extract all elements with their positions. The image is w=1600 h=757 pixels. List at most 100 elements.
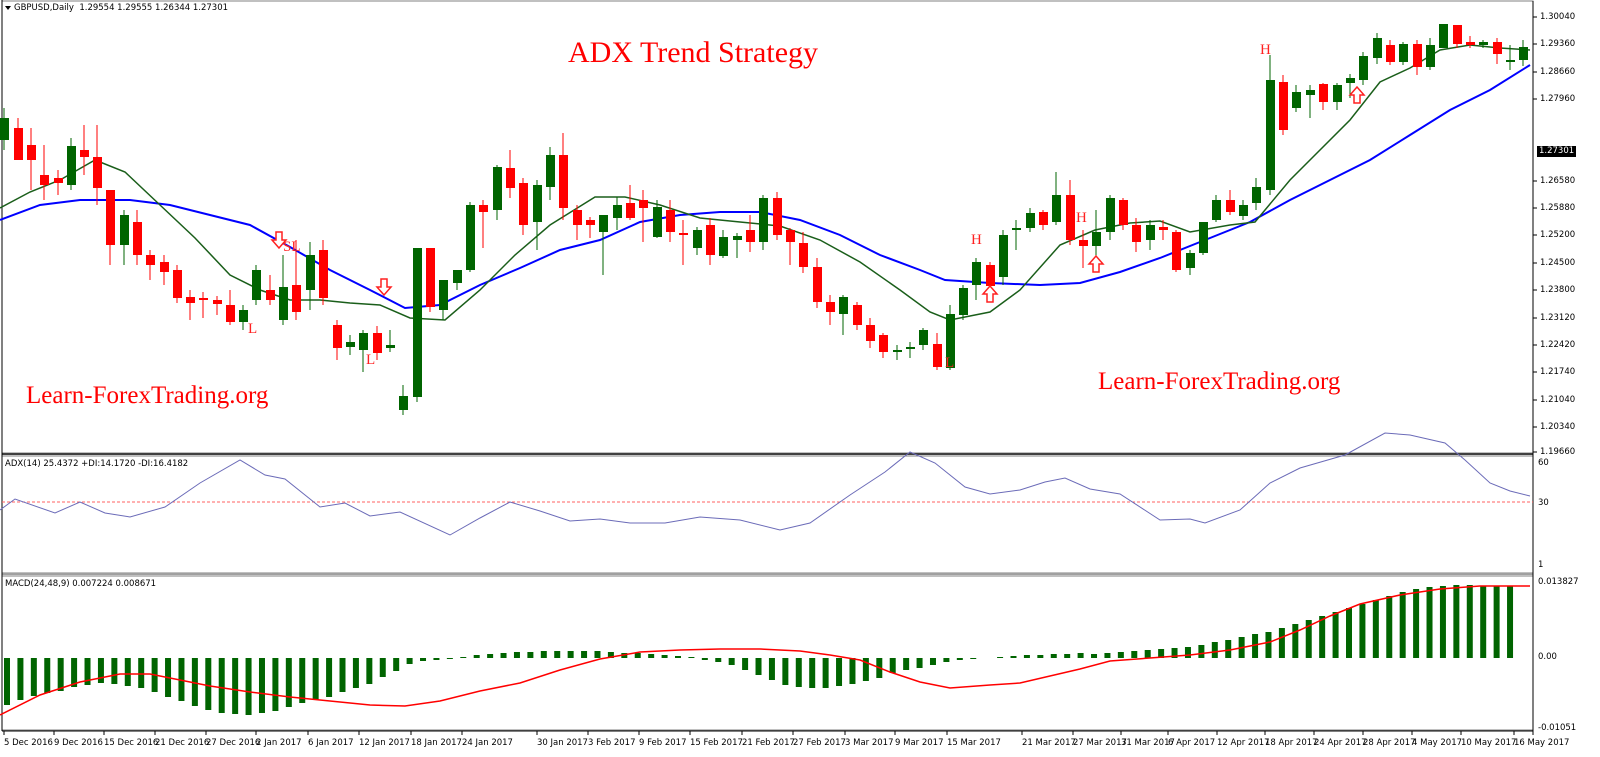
- macd-histogram-bar: [232, 658, 239, 714]
- bull-candle: [533, 180, 542, 250]
- strategy-title: ADX Trend Strategy: [568, 36, 819, 69]
- price-tick: 1.25200: [1540, 230, 1576, 240]
- bear-candle: [1172, 230, 1181, 272]
- bull-candle: [67, 138, 76, 190]
- time-axis-label: 2 Jan 2017: [256, 738, 302, 748]
- symbol-dropdown-icon[interactable]: [5, 6, 11, 10]
- macd-histogram-bar: [1077, 653, 1084, 658]
- macd-histogram-bar: [1064, 654, 1071, 658]
- bear-candle: [93, 125, 102, 205]
- symbol-label: GBPUSD,Daily: [14, 3, 74, 13]
- macd-histogram-bar: [809, 658, 816, 688]
- bull-candle: [1239, 200, 1248, 220]
- bull-candle: [1306, 85, 1315, 118]
- swing-low-label: L: [248, 321, 258, 337]
- bear-candle: [426, 248, 435, 312]
- macd-histogram-bar: [1507, 586, 1514, 658]
- time-axis-label: 27 Feb 2017: [793, 738, 846, 748]
- bull-candle: [1012, 220, 1021, 250]
- macd-histogram-bar: [84, 658, 91, 685]
- time-axis-label: 18 Apr 2017: [1265, 738, 1318, 748]
- bear-candle: [826, 295, 835, 325]
- macd-panel-frame: [1, 575, 1534, 731]
- time-axis-label: 27 Dec 2016: [206, 738, 261, 748]
- macd-histogram-bar: [44, 658, 51, 693]
- time-axis-label: 15 Feb 2017: [690, 738, 743, 748]
- adx-panel-frame: [1, 455, 1534, 574]
- macd-histogram-bar: [339, 658, 346, 692]
- fast-moving-average-line: [0, 44, 1531, 321]
- time-axis-label: 9 Dec 2016: [54, 738, 103, 748]
- price-tick: 1.23120: [1540, 313, 1576, 323]
- current-price-tag: 1.27301: [1537, 146, 1577, 157]
- bull-candle: [759, 195, 768, 250]
- bull-candle: [1373, 33, 1382, 64]
- macd-histogram-bar: [1198, 645, 1205, 658]
- macd-histogram-bar: [970, 658, 977, 659]
- macd-histogram-bar: [30, 658, 37, 696]
- macd-histogram-bar: [513, 652, 520, 658]
- macd-histogram-bar: [715, 658, 722, 662]
- macd-histogram-bar: [889, 658, 896, 673]
- macd-histogram-bar: [191, 658, 198, 706]
- bear-candle: [1319, 83, 1328, 110]
- bear-candle: [173, 265, 182, 303]
- bear-candle: [933, 333, 942, 370]
- bear-candle: [14, 118, 23, 160]
- bull-candle: [1519, 40, 1528, 66]
- macd-histogram-bar: [701, 658, 708, 660]
- bear-candle: [879, 333, 888, 358]
- macd-histogram-bar: [1413, 589, 1420, 658]
- bear-candle: [266, 275, 275, 305]
- bull-candle: [1399, 42, 1408, 65]
- bull-candle: [439, 280, 448, 320]
- macd-histogram-bar: [916, 658, 923, 668]
- bull-candle: [1359, 52, 1368, 85]
- macd-histogram-bar: [71, 658, 78, 687]
- bear-candle: [1226, 190, 1235, 215]
- macd-histogram-bar: [1265, 632, 1272, 658]
- bear-candle: [1386, 40, 1395, 65]
- bear-candle: [519, 178, 528, 235]
- price-tick: 1.26580: [1540, 176, 1576, 186]
- time-axis-label: 21 Mar 2017: [1022, 738, 1076, 748]
- time-axis-label: 21 Dec 2016: [155, 738, 210, 748]
- bear-candle: [586, 217, 595, 238]
- bull-candle: [306, 242, 315, 310]
- macd-histogram-bar: [1372, 600, 1379, 658]
- bull-candle: [946, 305, 955, 370]
- bull-candle: [453, 270, 462, 290]
- bear-candle: [133, 210, 142, 265]
- bull-candle: [1092, 210, 1101, 258]
- macd-histogram-bar: [768, 658, 775, 680]
- bear-candle: [1119, 198, 1128, 230]
- macd-histogram-bar: [393, 658, 400, 671]
- macd-histogram-bar: [178, 658, 185, 701]
- bull-candle: [919, 328, 928, 350]
- bull-candle: [719, 230, 728, 258]
- bull-candle: [613, 197, 622, 230]
- bear-candle: [813, 258, 822, 308]
- macd-histogram-bar: [1091, 654, 1098, 658]
- bull-candle: [493, 165, 502, 220]
- macd-histogram-bar: [312, 658, 319, 700]
- price-tick: 1.27960: [1540, 94, 1576, 104]
- bull-candle: [972, 258, 981, 300]
- bear-candle: [1079, 230, 1088, 268]
- macd-histogram-bar: [473, 655, 480, 658]
- price-tick: 1.24500: [1540, 258, 1576, 268]
- macd-histogram-bar: [1131, 651, 1138, 658]
- time-axis-label: 3 Mar 2017: [845, 738, 894, 748]
- macd-histogram-bar: [1037, 655, 1044, 658]
- bull-candle: [1052, 172, 1061, 225]
- macd-histogram-bar: [675, 656, 681, 658]
- macd-histogram-bar: [1480, 586, 1487, 658]
- price-tick: 1.25880: [1540, 203, 1576, 213]
- macd-histogram-bar: [594, 651, 601, 658]
- time-axis-label: 5 Dec 2016: [4, 738, 53, 748]
- macd-histogram-bar: [728, 658, 735, 665]
- swing-high-label: H: [1076, 210, 1087, 226]
- bull-candle: [413, 248, 422, 402]
